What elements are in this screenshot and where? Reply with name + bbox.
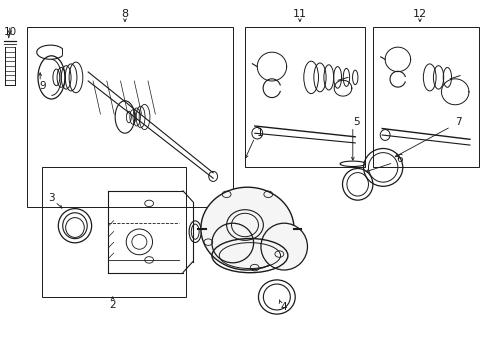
Text: 11: 11 <box>293 9 307 19</box>
Bar <box>27 27 233 207</box>
Text: 3: 3 <box>49 193 55 203</box>
Text: 10: 10 <box>4 27 17 37</box>
Ellipse shape <box>201 187 294 270</box>
Text: 8: 8 <box>122 9 128 19</box>
Ellipse shape <box>261 223 308 270</box>
Text: 4: 4 <box>281 302 288 312</box>
Text: 2: 2 <box>109 300 116 310</box>
Bar <box>245 27 365 167</box>
Ellipse shape <box>212 223 254 263</box>
Text: 6: 6 <box>396 154 403 164</box>
Text: 7: 7 <box>455 117 462 127</box>
Text: 5: 5 <box>353 117 360 127</box>
Bar <box>373 27 479 167</box>
Text: 9: 9 <box>40 81 47 91</box>
Text: 12: 12 <box>413 9 427 19</box>
Text: 1: 1 <box>256 128 263 138</box>
Bar <box>42 167 186 297</box>
